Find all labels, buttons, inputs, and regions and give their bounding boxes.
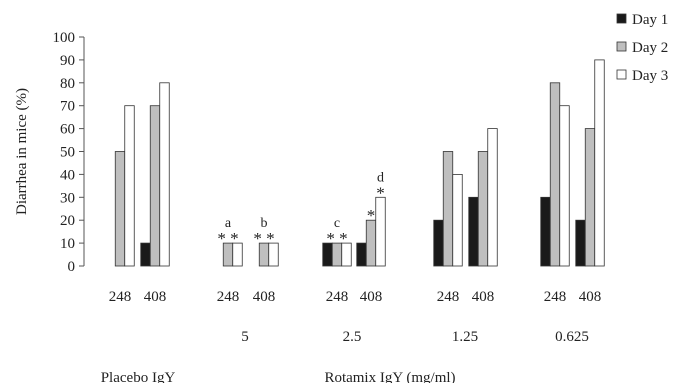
x-tick-label: 408	[579, 289, 602, 305]
bar-day-3	[232, 242, 243, 267]
bar-day-2	[549, 82, 561, 267]
bar-day-2	[365, 219, 377, 267]
legend-label: Day 2	[632, 40, 668, 56]
y-tick-label: 20	[60, 213, 75, 229]
bar-day-3	[594, 59, 605, 267]
y-tick-label: 100	[53, 30, 76, 46]
bar-day-3	[375, 196, 386, 267]
x-tick-label: 408	[472, 289, 495, 305]
bar-day-2	[477, 151, 489, 267]
bar-day-3	[559, 105, 570, 267]
bars-layer	[114, 59, 605, 267]
annotation-letter: d	[377, 170, 384, 185]
bar-day-3	[487, 128, 498, 267]
significance-star: * *	[253, 229, 274, 248]
x-tick-label: 248	[326, 289, 349, 305]
bar-day-1	[540, 196, 551, 267]
legend-label: Day 3	[632, 68, 668, 84]
bar-day-3	[452, 173, 463, 267]
legend-swatch	[616, 41, 627, 52]
bar-day-3	[159, 82, 170, 267]
bar-day-2	[442, 151, 454, 267]
group-label-rotamix: Rotamix IgY (mg/ml)	[324, 370, 455, 383]
legend-swatch	[616, 69, 627, 80]
concentration-label: 2.5	[343, 329, 362, 345]
y-tick-label: 90	[60, 53, 75, 69]
bar-day-1	[468, 196, 479, 267]
y-tick-label: 0	[68, 259, 76, 275]
significance-star: * *	[217, 229, 238, 248]
bar-day-2	[114, 151, 126, 267]
y-tick-label: 50	[60, 145, 75, 161]
bar-day-1	[140, 242, 151, 267]
bar-day-2	[149, 105, 161, 267]
bar-day-1	[575, 219, 586, 267]
y-tick-label: 30	[60, 190, 75, 206]
y-tick-label: 10	[60, 236, 75, 252]
legend-swatch	[616, 13, 627, 24]
x-tick-label: 408	[253, 289, 276, 305]
annotation-letter: a	[225, 216, 232, 231]
legend-label: Day 1	[632, 12, 668, 28]
legend: Day 1 Day 2 Day 3	[616, 12, 668, 84]
y-tick-label: 60	[60, 122, 75, 138]
bar-day-1	[356, 242, 367, 267]
x-tick-label: 408	[144, 289, 167, 305]
bar-day-3	[341, 242, 352, 267]
significance-star: *	[376, 183, 385, 202]
concentration-label: 1.25	[452, 329, 478, 345]
group-label-placebo: Placebo IgY	[101, 370, 176, 383]
bar-day-3	[124, 105, 135, 267]
bar-day-2	[584, 128, 596, 267]
annotation-letter: b	[261, 216, 268, 231]
y-tick-label: 40	[60, 167, 75, 183]
concentration-label: 5	[241, 329, 249, 345]
bar-day-3	[268, 242, 279, 267]
x-tick-label: 248	[217, 289, 240, 305]
y-tick-label: 80	[60, 76, 75, 92]
y-tick-label: 70	[60, 99, 75, 115]
x-tick-label: 248	[437, 289, 460, 305]
concentration-label: 0.625	[555, 329, 589, 345]
labels-layer: 248 408 248 408 248 408 248 408 248 408 5 2.5 1.25 0.…	[101, 170, 602, 383]
significance-star: *	[367, 206, 376, 225]
y-axis-title: Diarrhea in mice (%)	[14, 88, 30, 215]
x-tick-label: 248	[544, 289, 567, 305]
bar-day-1	[433, 219, 444, 267]
axes-layer: 0 10 20 30 40 50 60 70 80 90 100 Diarrhea in mice (…	[14, 30, 85, 275]
x-tick-label: 408	[360, 289, 383, 305]
annotation-letter: c	[334, 216, 340, 231]
significance-star: * *	[326, 229, 347, 248]
x-tick-label: 248	[109, 289, 132, 305]
